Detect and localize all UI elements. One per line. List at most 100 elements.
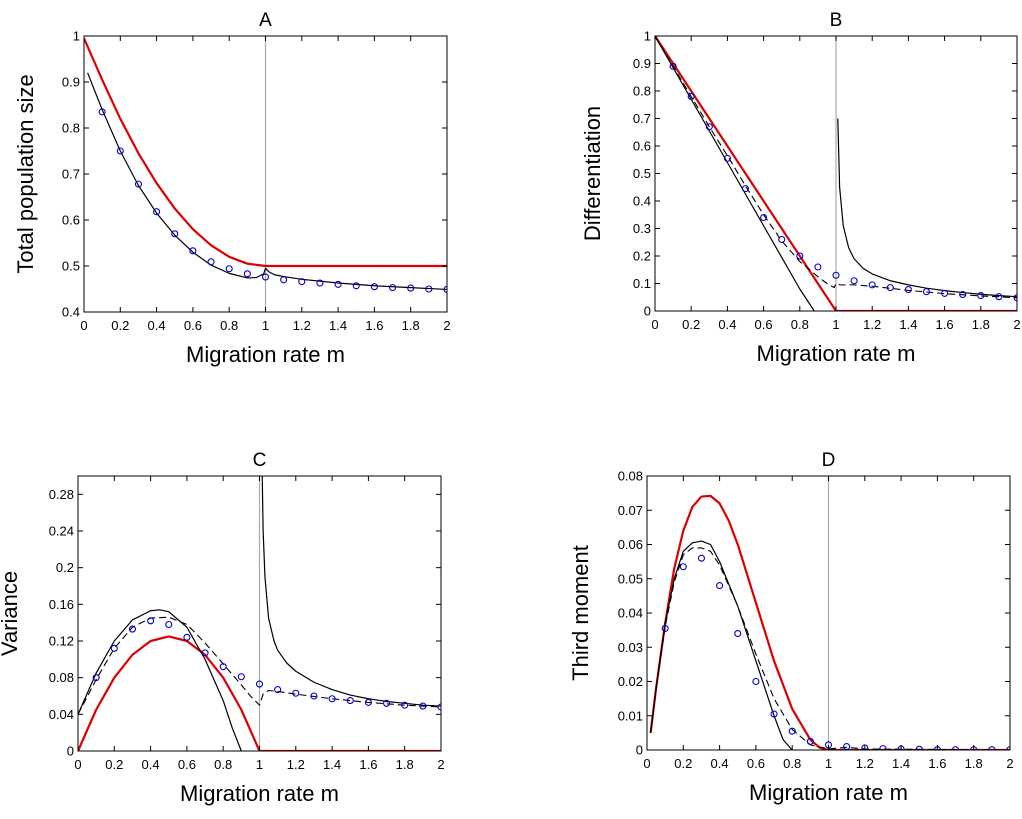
marker-series (98, 108, 447, 294)
series-line-black (78, 609, 242, 751)
panel-b: 0 0.2 0.4 0.6 0.8 1 1.2 1.4 1.6 1.8 2 0 0.1 0.2 0.3 0.4… (580, 10, 1021, 366)
series-line-red (78, 635, 441, 751)
x-tick-label: 0.2 (111, 318, 129, 333)
y-tick-label: 0.08 (618, 469, 643, 484)
data-point (861, 744, 869, 750)
y-tick-label: 0 (644, 304, 651, 319)
data-point (879, 745, 887, 750)
y-tick-label: 0.06 (618, 537, 643, 552)
y-tick-label: 0.02 (618, 674, 643, 689)
data-point (92, 674, 100, 682)
y-tick-label: 0.4 (62, 305, 80, 320)
x-axis-title: Migration rate m (186, 342, 345, 367)
data-point (437, 703, 441, 711)
y-tick-label: 0.28 (49, 487, 74, 502)
data-point (959, 290, 967, 299)
y-tick-label: 0.08 (49, 670, 74, 685)
x-tick-label: 0.4 (142, 757, 160, 772)
y-axis-title: Differentiation (580, 106, 605, 241)
y-tick-label: 1 (73, 29, 80, 44)
x-tick-label: 1.8 (965, 756, 983, 771)
x-tick-label: 1.8 (972, 317, 990, 332)
series-line-black (655, 36, 815, 311)
y-tick-label: 0.03 (618, 640, 643, 655)
y-tick-label: 0 (636, 743, 643, 758)
x-tick-label: 0.8 (220, 318, 238, 333)
data-point (183, 633, 191, 641)
y-tick-label: 0.9 (633, 56, 651, 71)
data-point (134, 180, 142, 188)
data-point (255, 680, 264, 688)
x-tick-label: 2 (443, 318, 450, 333)
y-tick-label: 0.6 (62, 213, 80, 228)
data-point (243, 270, 251, 278)
x-tick-label: 0.8 (791, 317, 809, 332)
panel-d: 0 0.2 0.4 0.6 0.8 1 1.2 1.4 1.6 1.8 2 0 0.01 0.02 0.03… (568, 450, 1014, 805)
data-point (723, 154, 731, 162)
data-point (382, 699, 391, 707)
y-tick-label: 0.12 (49, 634, 74, 649)
x-tick-label: 0 (651, 317, 658, 332)
y-axis-title: Total population size (13, 74, 38, 273)
series-line-dashed (655, 36, 1017, 299)
series-line-black (87, 72, 447, 291)
series-line-dashed (650, 547, 1010, 750)
x-tick-label: 1 (256, 757, 263, 772)
x-tick-label: 0.8 (783, 756, 801, 771)
series-line-red (84, 37, 447, 268)
y-tick-label: 0.5 (62, 259, 80, 274)
x-tick-label: 0.2 (682, 317, 700, 332)
y-tick-label: 0.8 (62, 121, 80, 136)
data-point (679, 563, 687, 571)
y-tick-label: 0.3 (633, 221, 651, 236)
plot-area (649, 494, 1010, 750)
data-point (904, 285, 912, 294)
x-tick-label: 0.4 (148, 318, 166, 333)
data-point (1013, 294, 1017, 302)
data-point (995, 293, 1003, 301)
x-tick-label: 0.6 (184, 318, 202, 333)
data-point (419, 702, 427, 710)
y-tick-label: 0.01 (618, 708, 643, 723)
x-tick-label: 2 (1006, 756, 1013, 771)
x-tick-label: 2 (1013, 317, 1020, 332)
data-point (310, 692, 318, 700)
data-point (280, 276, 288, 284)
data-point (669, 62, 677, 70)
panel-title: C (253, 450, 267, 471)
data-point (687, 92, 695, 101)
plot-area (655, 36, 1017, 311)
x-tick-label: 1.4 (329, 318, 347, 333)
y-tick-label: 0.07 (618, 503, 643, 518)
x-tick-label: 1.8 (402, 318, 420, 333)
series-line-black (837, 118, 1017, 298)
data-point (298, 278, 306, 286)
data-point (128, 625, 136, 633)
data-point (110, 644, 118, 652)
x-tick-label: 1.6 (936, 317, 954, 332)
data-point (886, 284, 894, 292)
data-point (346, 697, 354, 705)
data-point (734, 629, 742, 638)
y-tick-label: 0.1 (633, 276, 651, 291)
data-point (261, 273, 270, 281)
data-point (98, 108, 106, 116)
y-tick-label: 0.2 (56, 560, 74, 575)
data-point (843, 743, 851, 750)
x-tick-label: 1 (262, 318, 269, 333)
data-point (219, 663, 227, 671)
plot-area (84, 37, 447, 294)
plot-area (78, 476, 441, 751)
data-point (401, 701, 409, 709)
x-tick-label: 1.6 (365, 318, 383, 333)
data-point (165, 620, 173, 629)
data-point (778, 235, 786, 244)
marker-series (92, 617, 441, 711)
data-point (153, 208, 161, 216)
x-tick-label: 1.2 (293, 318, 311, 333)
y-tick-label: 0.05 (618, 571, 643, 586)
data-point (388, 284, 397, 292)
x-tick-label: 1 (832, 317, 839, 332)
x-tick-label: 1.4 (323, 757, 341, 772)
